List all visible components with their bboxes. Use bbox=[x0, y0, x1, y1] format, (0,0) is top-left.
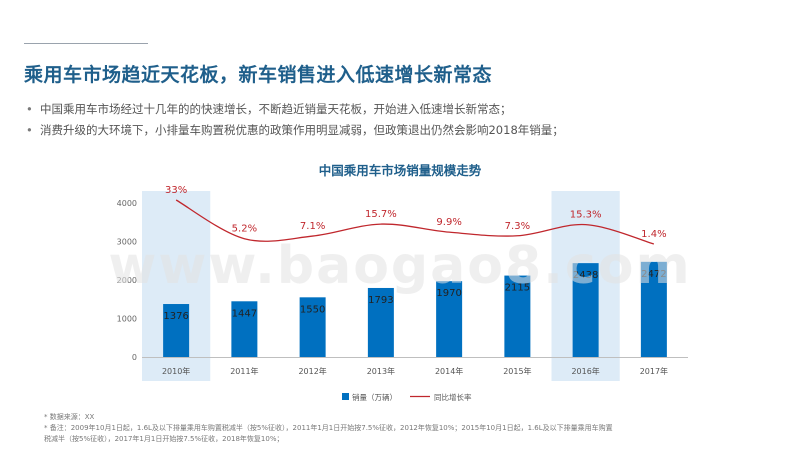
bullet-icon: • bbox=[26, 102, 33, 116]
x-tick-label: 2010年 bbox=[162, 366, 190, 376]
y-tick-label: 0 bbox=[132, 353, 137, 362]
footnotes: * 数据来源：XX * 备注：2009年10月1日起，1.6L及以下排量乘用车购… bbox=[44, 412, 613, 445]
growth-rate-line bbox=[175, 199, 655, 245]
bar bbox=[640, 261, 667, 357]
bullet-item: • 消费升级的大环境下，小排量车购置税优惠的政策作用明显减弱，但政策退出仍然会影响… bbox=[26, 120, 564, 141]
footnote-source: * 数据来源：XX bbox=[44, 413, 95, 421]
bar-value-label: 2115 bbox=[505, 283, 530, 294]
bar bbox=[367, 287, 394, 357]
bullet-icon: • bbox=[26, 123, 33, 137]
chart-title: 中国乘用车市场销量规模走势 bbox=[318, 163, 482, 178]
legend-bar-swatch bbox=[342, 393, 349, 400]
bar-value-label: 1793 bbox=[368, 295, 393, 306]
bar bbox=[163, 304, 190, 357]
x-tick-label: 2014年 bbox=[435, 366, 463, 376]
growth-rate-label: 7.3% bbox=[505, 221, 530, 232]
bar-value-label: 1376 bbox=[163, 311, 188, 322]
legend-line-label: 同比增长率 bbox=[434, 392, 472, 402]
y-tick-label: 1000 bbox=[117, 315, 137, 324]
bullet-item: • 中国乘用车市场经过十几年的的快速增长，不断趋近销量天花板，开始进入低速增长新常… bbox=[26, 99, 564, 120]
x-tick-label: 2013年 bbox=[367, 366, 395, 376]
legend-bar-label: 销量（万辆） bbox=[352, 392, 397, 402]
growth-rate-label: 1.4% bbox=[641, 229, 666, 240]
bar-value-label: 2472 bbox=[641, 269, 666, 280]
bullet-text: 中国乘用车市场经过十几年的的快速增长，不断趋近销量天花板，开始进入低速增长新常态… bbox=[40, 102, 512, 116]
bar-value-label: 1447 bbox=[232, 308, 257, 319]
growth-rate-label: 15.3% bbox=[570, 210, 602, 221]
top-divider bbox=[24, 43, 148, 44]
x-tick-label: 2017年 bbox=[640, 366, 668, 376]
bullet-text: 消费升级的大环境下，小排量车购置税优惠的政策作用明显减弱，但政策退出仍然会影响2… bbox=[40, 123, 564, 137]
bar bbox=[572, 263, 599, 357]
y-tick-label: 3000 bbox=[117, 238, 137, 247]
y-tick-label: 4000 bbox=[117, 199, 137, 208]
bar bbox=[299, 297, 326, 357]
x-tick-label: 2015年 bbox=[503, 366, 531, 376]
bar bbox=[231, 301, 258, 357]
bar bbox=[504, 275, 531, 357]
x-tick-label: 2011年 bbox=[230, 366, 258, 376]
y-tick-label: 2000 bbox=[117, 276, 137, 285]
bullet-list: • 中国乘用车市场经过十几年的的快速增长，不断趋近销量天花板，开始进入低速增长新常… bbox=[26, 99, 564, 141]
bar-value-label: 2438 bbox=[573, 270, 598, 281]
x-tick-label: 2012年 bbox=[298, 366, 326, 376]
x-tick-label: 2016年 bbox=[571, 366, 599, 376]
growth-rate-label: 7.1% bbox=[300, 221, 325, 232]
growth-rate-label: 15.7% bbox=[365, 209, 397, 220]
page-title: 乘用车市场趋近天花板，新车销售进入低速增长新常态 bbox=[24, 64, 493, 86]
bar bbox=[436, 281, 463, 357]
footnote-remark-cont: 税减半（按5%征收），2017年1月1日开始按7.5%征收，2018年恢复10%… bbox=[44, 435, 284, 443]
growth-rate-label: 33% bbox=[165, 185, 187, 196]
growth-rate-label: 9.9% bbox=[436, 217, 461, 228]
bar-value-label: 1970 bbox=[436, 288, 461, 299]
growth-rate-label: 5.2% bbox=[232, 224, 257, 235]
bar-value-label: 1550 bbox=[300, 304, 325, 315]
footnote-remark: * 备注：2009年10月1日起，1.6L及以下排量乘用车购置税减半（按5%征收… bbox=[44, 424, 613, 432]
